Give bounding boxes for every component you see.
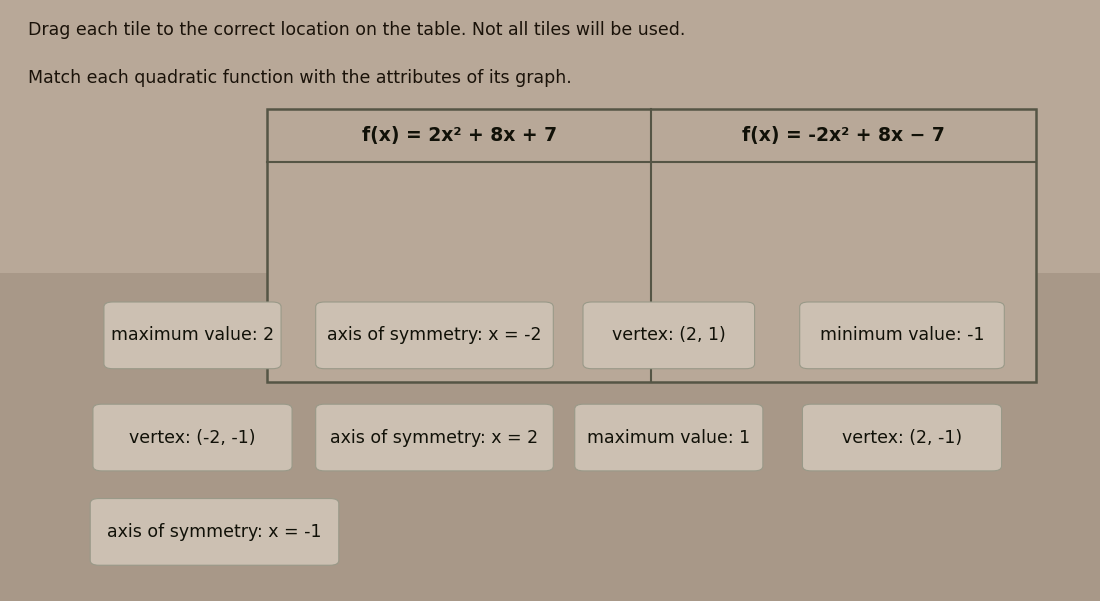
Text: minimum value: -1: minimum value: -1 xyxy=(820,326,984,344)
Bar xyxy=(595,309,749,366)
Bar xyxy=(328,411,548,469)
Text: Drag each tile to the correct location on the table. Not all tiles will be used.: Drag each tile to the correct location o… xyxy=(28,21,685,39)
FancyBboxPatch shape xyxy=(90,499,339,565)
FancyBboxPatch shape xyxy=(316,404,553,471)
Text: axis of symmetry: x = -2: axis of symmetry: x = -2 xyxy=(328,326,541,344)
Text: Match each quadratic function with the attributes of its graph.: Match each quadratic function with the a… xyxy=(28,69,571,87)
Bar xyxy=(102,506,333,563)
Bar xyxy=(328,309,548,366)
Text: maximum value: 1: maximum value: 1 xyxy=(587,429,750,447)
FancyBboxPatch shape xyxy=(92,404,292,471)
Text: axis of symmetry: x = 2: axis of symmetry: x = 2 xyxy=(330,429,539,447)
Bar xyxy=(587,411,757,469)
Bar xyxy=(812,309,999,366)
Text: vertex: (2, 1): vertex: (2, 1) xyxy=(612,326,726,344)
Text: vertex: (-2, -1): vertex: (-2, -1) xyxy=(130,429,255,447)
Bar xyxy=(0,0,1100,273)
FancyBboxPatch shape xyxy=(802,404,1001,471)
Text: maximum value: 2: maximum value: 2 xyxy=(111,326,274,344)
FancyBboxPatch shape xyxy=(103,302,280,368)
FancyBboxPatch shape xyxy=(316,302,553,368)
FancyBboxPatch shape xyxy=(574,404,763,471)
Bar xyxy=(117,309,275,366)
Bar xyxy=(104,411,286,469)
Bar xyxy=(814,411,997,469)
Bar xyxy=(267,109,1036,382)
Text: f(x) = 2x² + 8x + 7: f(x) = 2x² + 8x + 7 xyxy=(362,126,557,145)
Text: axis of symmetry: x = -1: axis of symmetry: x = -1 xyxy=(108,523,321,541)
Bar xyxy=(0,273,1100,601)
Bar xyxy=(267,109,1036,382)
Text: f(x) = -2x² + 8x − 7: f(x) = -2x² + 8x − 7 xyxy=(742,126,945,145)
FancyBboxPatch shape xyxy=(800,302,1004,368)
Text: vertex: (2, -1): vertex: (2, -1) xyxy=(842,429,962,447)
FancyBboxPatch shape xyxy=(583,302,755,368)
